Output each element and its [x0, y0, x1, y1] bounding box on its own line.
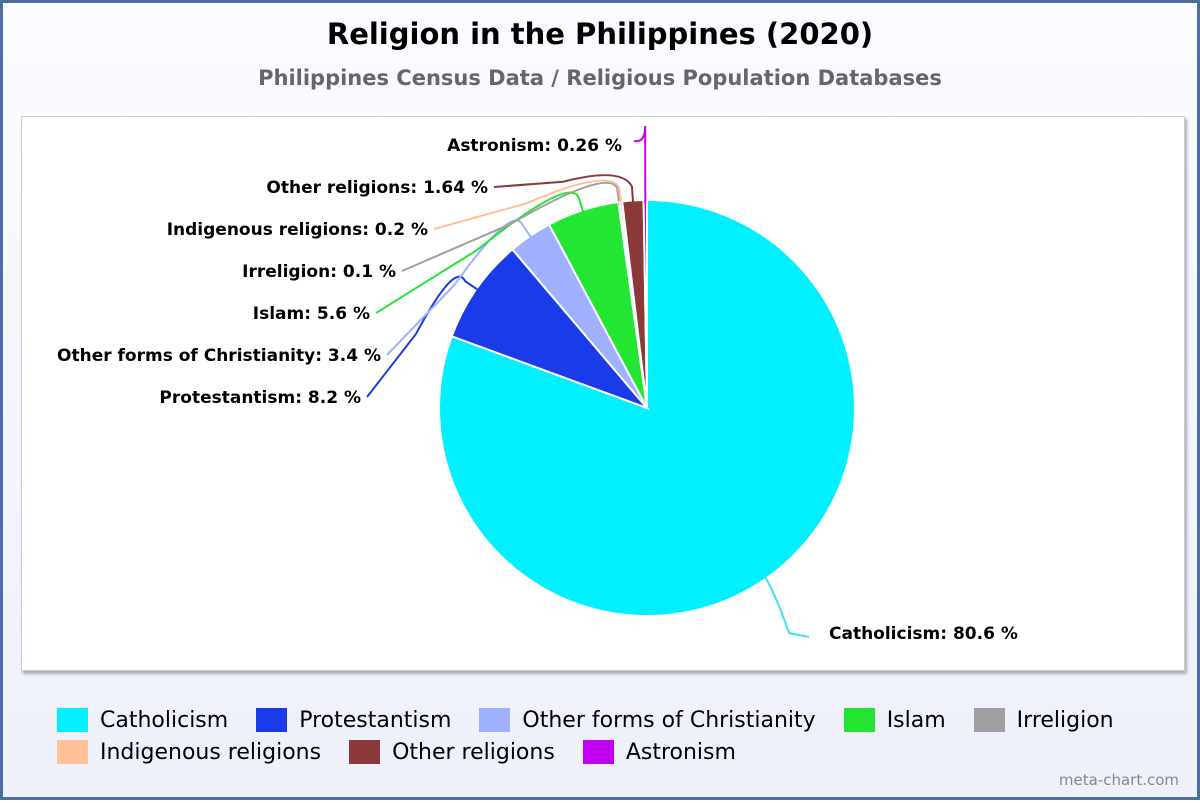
legend-swatch [843, 708, 875, 732]
legend-item[interactable]: Indigenous religions [57, 738, 321, 766]
legend-item[interactable]: Islam [843, 706, 946, 734]
data-label: Astronism: 0.26 % [447, 136, 622, 156]
legend-swatch [349, 740, 381, 764]
legend-label: Indigenous religions [100, 739, 322, 765]
data-label: Islam: 5.6 % [253, 304, 370, 324]
data-label: Indigenous religions: 0.2 % [167, 220, 428, 240]
legend-label: Protestantism [299, 707, 452, 733]
legend-swatch [57, 708, 88, 732]
leader-line [633, 125, 647, 205]
data-label: Irreligion: 0.1 % [242, 262, 396, 282]
legend-item[interactable]: Other religions [349, 738, 555, 766]
leader-line [433, 179, 623, 230]
legend-label: Astronism [625, 739, 736, 765]
data-label: Other forms of Christianity: 3.4 % [57, 346, 381, 366]
legend-label: Islam [886, 707, 946, 733]
legend-label: Other religions [392, 739, 555, 765]
legend-item[interactable]: Astronism [582, 738, 736, 766]
legend-label: Other forms of Christianity [522, 707, 816, 733]
legend-item[interactable]: Catholicism [57, 706, 228, 734]
legend-label: Irreligion [1016, 707, 1114, 733]
legend-swatch [973, 708, 1005, 732]
leader-line [386, 219, 534, 356]
leader-line [493, 174, 635, 205]
legend: Catholicism Protestantism Other forms of C… [57, 706, 1177, 770]
legend-item[interactable]: Other forms of Christianity [479, 706, 816, 734]
legend-swatch [582, 740, 614, 764]
chart-title: Religion in the Philippines (2020) [326, 17, 874, 51]
legend-swatch [479, 708, 511, 732]
data-label: Protestantism: 8.2 % [159, 388, 361, 408]
legend-item[interactable]: Irreligion [973, 706, 1114, 734]
data-label: Catholicism: 80.6 % [829, 624, 1018, 644]
leader-line [375, 191, 585, 314]
chart-subtitle: Philippines Census Data / Religious Popu… [258, 66, 942, 90]
leader-line [401, 181, 621, 272]
pie-chart: Catholicism: 80.6 % Protestantism: 8.2 % O… [57, 125, 1018, 644]
legend-label: Catholicism [100, 707, 229, 733]
leader-line [366, 275, 481, 398]
legend-item[interactable]: Protestantism [256, 706, 451, 734]
legend-swatch [57, 740, 88, 764]
data-label: Other religions: 1.64 % [266, 178, 488, 198]
watermark: meta-chart.com [1058, 771, 1179, 789]
leader-line [762, 574, 810, 638]
legend-swatch [256, 708, 288, 732]
